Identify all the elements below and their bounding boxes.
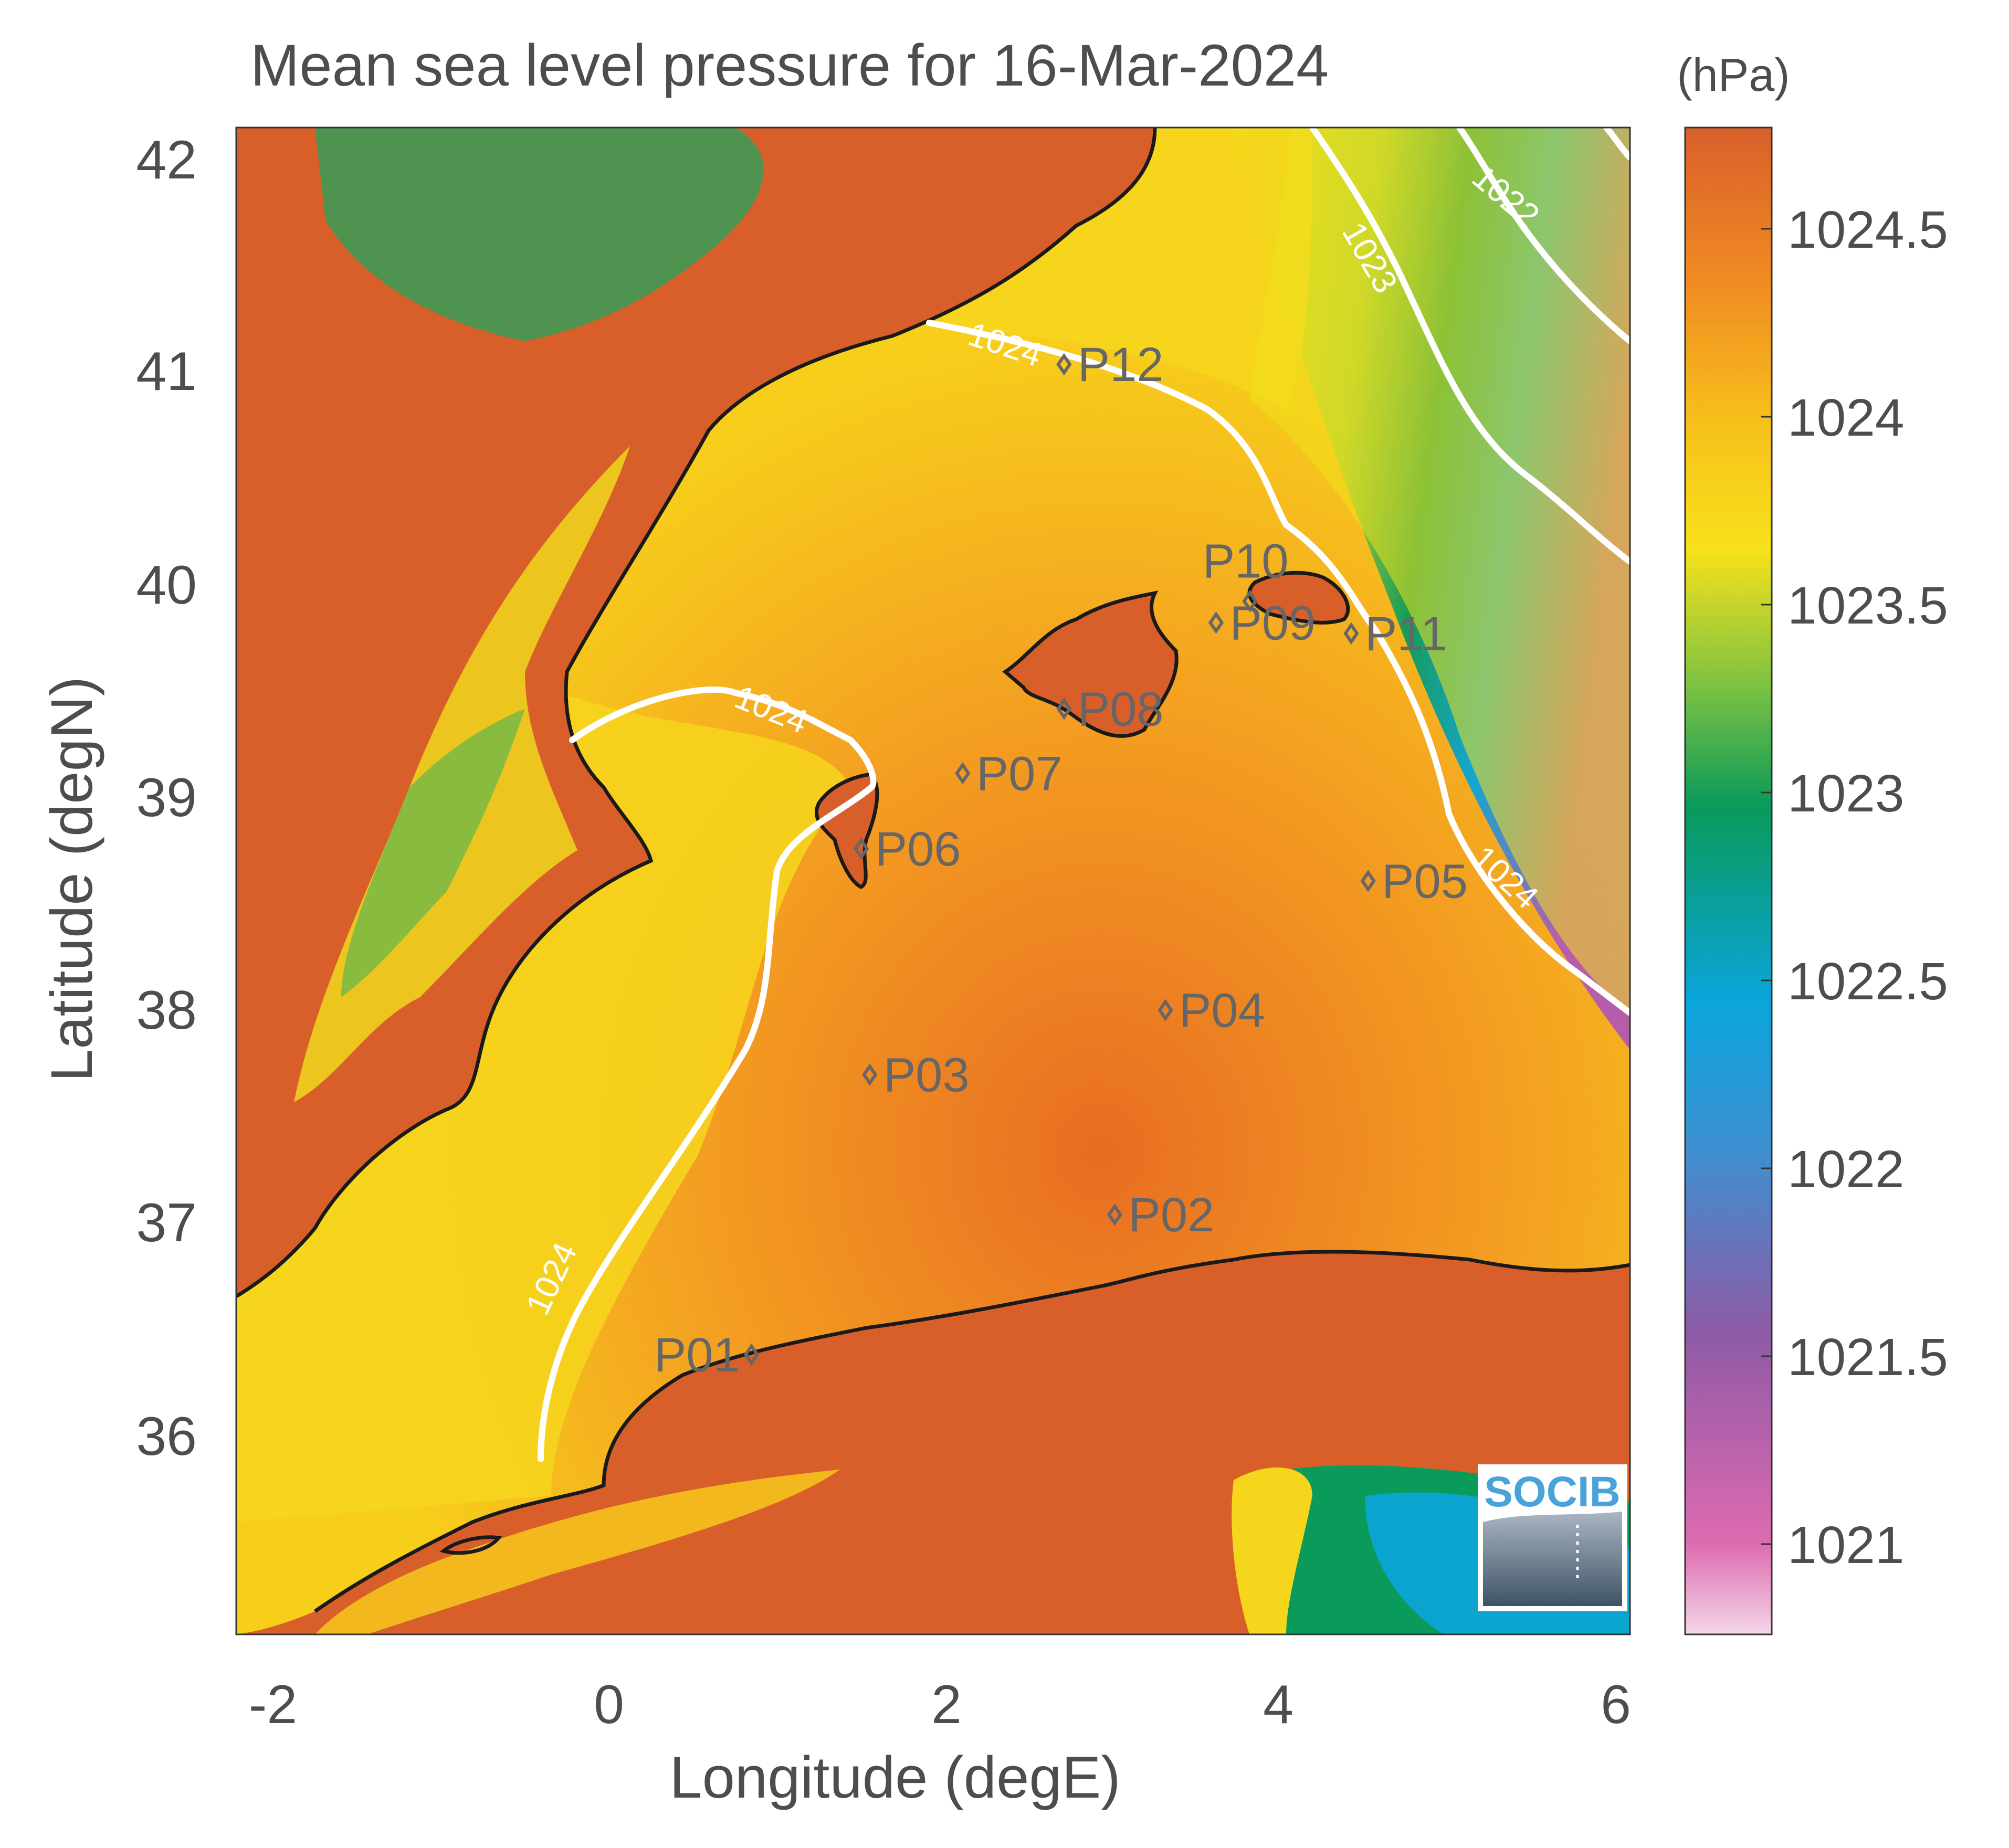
station-label: P01: [654, 1328, 740, 1382]
station-label: P03: [883, 1049, 970, 1102]
colorbar-tick: 1022: [1787, 1140, 1904, 1199]
colorbar-tick: 1023: [1787, 764, 1904, 823]
map-plot-area: 1024 1024 1024 1024 1023 1022 P01P02P03P…: [236, 128, 1630, 1634]
station-marker: [1208, 611, 1224, 634]
station-marker: [955, 762, 971, 785]
africa-yellow-relief: [1232, 1467, 1312, 1634]
y-tick: 39: [136, 767, 197, 828]
iberia-green-coastal: [341, 709, 525, 997]
station-label: P11: [1365, 607, 1447, 661]
contour-1023: [1309, 128, 1630, 565]
socib-logo-text: SOCIB: [1484, 1468, 1621, 1516]
colorbar-ticks: 1024.5 1024 1023.5 1023 1022.5 1022 1021…: [1761, 200, 1948, 1575]
station-marker: [1343, 622, 1359, 645]
africa-yellow-coast: [315, 1470, 840, 1634]
chart-title: Mean sea level pressure for 16-Mar-2024: [250, 33, 1329, 98]
station-marker: [854, 837, 869, 860]
x-tick: 4: [1263, 1674, 1293, 1735]
station-label: P05: [1382, 855, 1468, 909]
x-tick: -2: [249, 1674, 297, 1735]
contour-1022: [1456, 128, 1630, 344]
station-marker: [1360, 870, 1376, 892]
station-label: P12: [1078, 338, 1164, 392]
pressure-contours: [538, 128, 1630, 1462]
y-axis-ticks: 42 41 40 39 38 37 36: [136, 130, 197, 1467]
colorbar-tick: 1022.5: [1787, 952, 1948, 1011]
x-axis-ticks: -2 0 2 4 6: [249, 1674, 1631, 1735]
contour-1021: [1603, 128, 1630, 161]
station-label: P06: [875, 822, 961, 876]
colorbar-tick: 1024: [1787, 388, 1904, 447]
plot-frame: [235, 126, 1631, 1635]
station-label: P10: [1203, 534, 1289, 588]
iberia-green-relief: [315, 128, 764, 341]
colorbar-tick: 1021.5: [1787, 1328, 1948, 1387]
y-tick: 37: [136, 1192, 197, 1253]
station-label: P04: [1179, 984, 1265, 1038]
station-marker: [1242, 590, 1258, 613]
y-tick: 38: [136, 980, 197, 1041]
colorbar-gradient: [1684, 126, 1773, 1635]
x-axis-label: Longitude (degE): [669, 1745, 1120, 1810]
station-marker: [1056, 353, 1072, 376]
station-label: P09: [1230, 596, 1316, 650]
station-marker: [1107, 1203, 1123, 1226]
coastlines: [236, 128, 1630, 1613]
colorbar-tick: 1021: [1787, 1516, 1904, 1575]
station-label: P02: [1128, 1188, 1214, 1242]
yellow-zone-east: [1249, 128, 1630, 1013]
iberia-land: [236, 128, 1155, 1296]
colorbar: 1024.5 1024 1023.5 1023 1022.5 1022 1021…: [1684, 126, 1948, 1635]
station-marker: [1158, 999, 1173, 1021]
contour-1024-west: [538, 687, 877, 1462]
socib-logo: SOCIB: [1478, 1464, 1627, 1611]
station-marker: [862, 1063, 878, 1086]
colorbar-tick: 1023.5: [1787, 576, 1948, 635]
colorbar-tick: 1024.5: [1787, 200, 1948, 259]
y-tick: 41: [136, 341, 197, 402]
station-label: P07: [976, 747, 1063, 800]
x-tick: 6: [1601, 1674, 1631, 1735]
menorca-coast: [1247, 571, 1350, 625]
y-tick: 36: [136, 1406, 197, 1467]
contour-1024-north: [926, 320, 1630, 1016]
x-tick: 2: [931, 1674, 962, 1735]
x-tick: 0: [594, 1674, 624, 1735]
station-marker: [1056, 698, 1072, 720]
station-marker: [743, 1343, 760, 1366]
colorbar-units: (hPa): [1677, 49, 1790, 101]
station-label: P08: [1078, 682, 1164, 736]
mallorca-coast: [1002, 590, 1179, 738]
station-markers: P01 P02 P03 P04 P05 P06 P07 P08 P09 P10 P11 P12: [654, 338, 1468, 1382]
y-axis-label: Latitude (degN): [39, 677, 104, 1082]
y-tick: 42: [136, 130, 197, 191]
y-tick: 40: [136, 555, 197, 616]
